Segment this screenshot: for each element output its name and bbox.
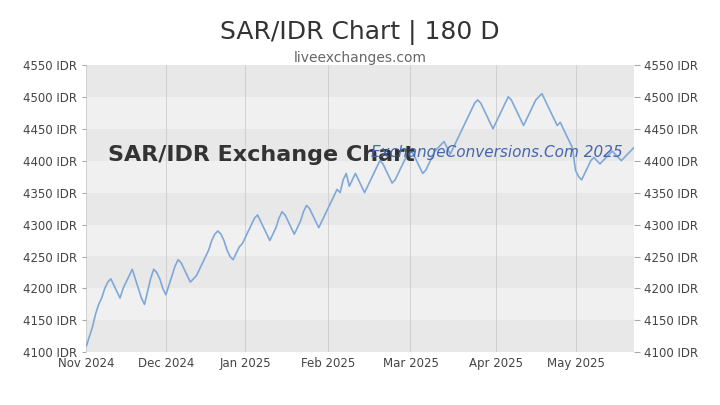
- Bar: [86, 256, 634, 288]
- Bar: [86, 129, 634, 161]
- Text: liveexchanges.com: liveexchanges.com: [294, 51, 426, 65]
- Text: SAR/IDR Chart | 180 D: SAR/IDR Chart | 180 D: [220, 20, 500, 45]
- Text: SAR/IDR Exchange Chart: SAR/IDR Exchange Chart: [108, 145, 415, 165]
- Text: ExchangeConversions.Com 2025: ExchangeConversions.Com 2025: [371, 145, 623, 160]
- Bar: [86, 193, 634, 224]
- Bar: [86, 65, 634, 97]
- Bar: [86, 320, 634, 352]
